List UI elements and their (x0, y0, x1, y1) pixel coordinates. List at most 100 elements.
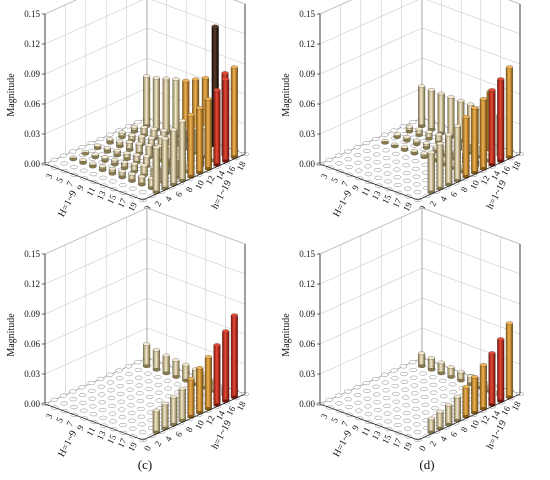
left-tick-label: 5 (54, 175, 65, 184)
floor-cell (126, 387, 134, 392)
right-tick-label: 4 (438, 434, 449, 443)
bar (130, 162, 138, 174)
floor-cell (392, 407, 401, 412)
left-axis-label: H=1~9 (56, 189, 79, 219)
bar (213, 343, 221, 407)
back-right-wall (146, 207, 246, 395)
bar (213, 88, 221, 167)
bar (453, 123, 461, 183)
bar (128, 172, 136, 183)
floor-cell (411, 159, 420, 164)
bar (81, 150, 89, 156)
bar (103, 146, 111, 154)
left-axis-label: H=1~9 (331, 189, 354, 219)
floor-cell (70, 164, 78, 170)
right-tick-label: 0 (417, 444, 428, 453)
floor-cell (390, 128, 399, 133)
chart-panel: 0.00 0.03 0.06 0.09 0.12 0.15 Magnitude 3 5 7 911 1… (6, 207, 249, 472)
floor-cell (117, 399, 126, 404)
floor-cell (400, 372, 408, 377)
right-tick-label: 4 (163, 434, 174, 443)
bar (403, 135, 411, 143)
grid-line (421, 207, 521, 245)
right-tick-label: 0 (142, 444, 153, 453)
y-axis-label: Magnitude (281, 73, 292, 117)
floor-cell (119, 182, 127, 188)
floor-cell (391, 384, 400, 389)
bar (143, 74, 151, 128)
y-tick-label: 0.15 (299, 249, 315, 259)
floor-cell (392, 159, 401, 164)
bar (101, 155, 109, 163)
bar (222, 329, 230, 403)
left-tick-label: 7 (339, 419, 350, 428)
floor-cell (403, 186, 412, 191)
floor-cell (144, 371, 152, 376)
bar (187, 376, 195, 419)
floor-cell (413, 190, 422, 195)
floor-cell (334, 153, 343, 158)
floor-cell (390, 368, 399, 373)
floor-cell (420, 394, 429, 399)
floor-cell (383, 411, 392, 416)
floor-cell (363, 396, 372, 401)
y-axis-label: Magnitude (6, 313, 17, 357)
floor-cell (410, 383, 419, 388)
floor-cell (412, 166, 420, 171)
y-tick-label: 0.06 (299, 99, 315, 109)
floor-cell (402, 163, 410, 168)
grid-line (44, 27, 148, 75)
floor-cell (382, 156, 391, 161)
bar (130, 124, 138, 134)
left-tick-label: 9 (75, 183, 86, 192)
floor-cell (409, 375, 418, 380)
floor-cell (137, 406, 145, 411)
grid-line (146, 207, 246, 245)
bar (178, 118, 186, 183)
floor-cell (109, 179, 117, 184)
grid-line (44, 297, 148, 345)
floor-cell (87, 141, 96, 146)
floor-cell (334, 393, 343, 398)
floor-cell (134, 367, 143, 373)
floor-cell (353, 385, 361, 390)
floor-cell (384, 419, 392, 424)
right-tick-label: 18 (235, 399, 248, 412)
bar (497, 77, 505, 163)
floor-cell (403, 418, 411, 423)
bar (505, 321, 513, 399)
floor-cell (364, 172, 373, 177)
left-axis-line (319, 403, 419, 441)
left-tick-label: 5 (54, 415, 65, 424)
bar (152, 145, 160, 195)
floor-cell (430, 398, 439, 403)
y-tick-label: 0.09 (299, 309, 315, 319)
bar (118, 130, 126, 139)
grid-line (319, 27, 423, 75)
y-tick-label: 0.03 (299, 369, 315, 379)
floor-cell (88, 388, 96, 393)
y-tick-label: 0.12 (24, 39, 40, 49)
grid-line (421, 267, 521, 305)
floor-cell (98, 407, 107, 413)
left-tick-label: 3 (44, 411, 55, 420)
bar (471, 106, 479, 175)
floor-cell (449, 390, 457, 395)
y-tick-label: 0.00 (299, 159, 315, 169)
y-axis-label: Magnitude (281, 313, 292, 357)
floor-cell (68, 389, 77, 394)
bar (413, 138, 421, 147)
right-tick-label: 12 (479, 174, 492, 187)
y-tick-label: 0.09 (299, 69, 315, 79)
floor-cell (363, 388, 371, 393)
bar (479, 363, 487, 411)
floor-cell (59, 153, 68, 158)
bar (94, 143, 102, 151)
floor-cell (403, 426, 412, 431)
floor-cell (115, 376, 124, 381)
right-tick-label: 8 (184, 425, 195, 434)
grid-line (146, 297, 246, 335)
bar (106, 137, 114, 145)
floor-cell (403, 178, 411, 183)
bar (161, 401, 169, 431)
